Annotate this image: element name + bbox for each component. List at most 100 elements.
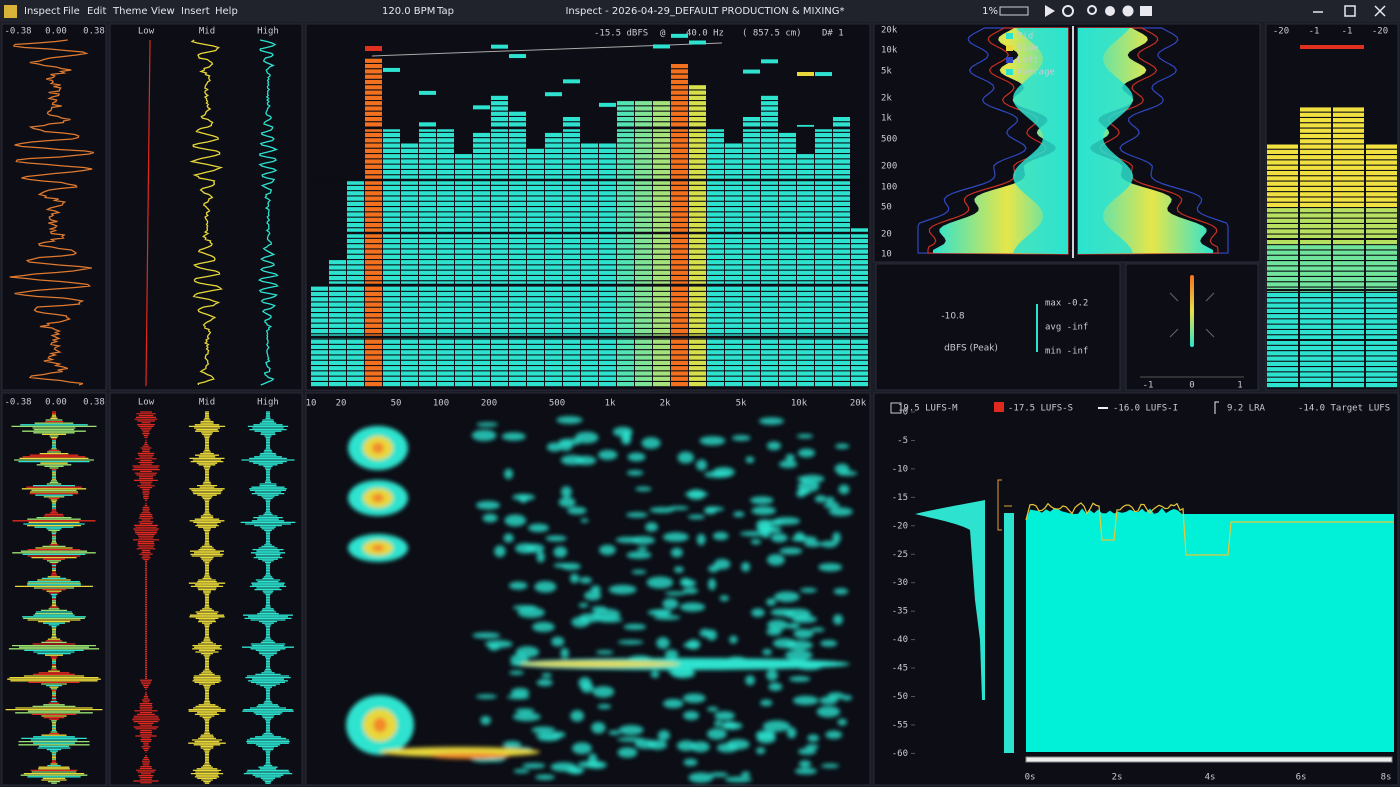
spectrum-cell [779, 164, 796, 169]
menu-item[interactable]: Edit [87, 6, 106, 17]
layout-button[interactable] [1140, 6, 1152, 16]
settings-button[interactable] [1105, 6, 1115, 16]
maximize-button[interactable] [1344, 5, 1356, 17]
meter-cell [1366, 383, 1397, 388]
spectrum-cell [707, 185, 724, 191]
spectrogram-blob [532, 621, 555, 632]
spectrum-cell [437, 249, 454, 254]
spectrogram-blob [798, 488, 810, 496]
spectrum-cell [761, 191, 778, 196]
spectrum-cell [401, 170, 418, 175]
spectrogram-blob [597, 704, 612, 709]
frequency-label: 200 [881, 162, 897, 172]
spectrogram-blob [580, 518, 589, 523]
play-button[interactable] [1045, 5, 1055, 17]
meter-cell [1300, 266, 1331, 271]
scale-label: 0.38 [83, 398, 105, 408]
spectrum-cell [527, 313, 544, 318]
loop-button[interactable] [1062, 5, 1074, 17]
spectrum-cell [725, 191, 742, 196]
spectrum-cell [527, 201, 544, 206]
menu-item[interactable]: Insert [181, 6, 210, 17]
spectrum-cell [797, 212, 814, 217]
meter-cell [1300, 144, 1331, 149]
spectrum-cell [347, 201, 364, 206]
spectrum-cell [815, 191, 832, 196]
legend-swatch [1006, 69, 1013, 75]
spectrum-cell [815, 217, 832, 222]
spectrum-cell [509, 366, 526, 371]
spectrum-cell [617, 175, 634, 180]
spectrum-cell [635, 371, 652, 376]
peak-stat: min -inf [1045, 347, 1088, 357]
spectrum-cell [833, 276, 850, 281]
menu-item[interactable]: Theme [112, 6, 148, 17]
spectrum-cell [671, 260, 688, 265]
menu-item[interactable]: View [151, 6, 175, 17]
menu-item[interactable]: Help [215, 6, 238, 17]
spectrum-cell [581, 154, 598, 159]
spectrum-cell [419, 382, 436, 387]
spectrum-cell [455, 212, 472, 217]
spectrum-cell [545, 196, 562, 201]
spectrogram-blob [677, 451, 694, 464]
spectrum-cell [599, 260, 616, 265]
band-label: High [257, 398, 279, 408]
spectrogram-blob [553, 563, 570, 568]
spectrum-cell [617, 217, 634, 222]
spectrum-cell [347, 371, 364, 376]
spectrum-cell [635, 376, 652, 381]
theme-button[interactable] [1122, 5, 1134, 17]
spectrum-cell [743, 185, 760, 191]
legend-icon [890, 402, 902, 414]
menu-item[interactable]: Inspect [24, 6, 60, 17]
spectrum-cell [419, 207, 436, 212]
bpm[interactable]: 120.0 BPM [382, 6, 435, 17]
spectrum-cell [653, 127, 670, 132]
lufs-label: -15 [892, 493, 908, 503]
tap-button[interactable]: Tap [436, 6, 454, 17]
spectrogram-blob [480, 715, 492, 725]
spectrum-cell [689, 175, 706, 180]
close-button[interactable] [1374, 5, 1386, 17]
spectrum-cell [563, 265, 580, 270]
spectrogram-blob [595, 650, 614, 655]
meter-cell [1333, 330, 1364, 335]
spectrum-cell [725, 366, 742, 371]
spectrum-cell [707, 217, 724, 222]
spectrum-cell [833, 228, 850, 233]
spectrum-cell [599, 323, 616, 328]
spectrum-cell [401, 323, 418, 328]
meter-cell [1333, 324, 1364, 329]
spectrogram-blob [664, 591, 686, 596]
spectrum-cell [617, 238, 634, 244]
spectrum-cell [509, 196, 526, 201]
spectrum-cell [383, 360, 400, 365]
meter-cell [1333, 213, 1364, 218]
spectrum-cell [455, 371, 472, 376]
spectrum-cell [419, 159, 436, 164]
spectrum-cell [761, 265, 778, 270]
meter-cell [1366, 356, 1397, 361]
spectrum-cell [851, 260, 868, 265]
spectrogram-blob [807, 734, 820, 742]
spectrum-cell [401, 344, 418, 350]
peak-hold [797, 72, 814, 76]
search-button[interactable] [1087, 5, 1097, 15]
meter-cell [1267, 234, 1298, 239]
spectrum-cell [617, 281, 634, 286]
spectrum-cell [707, 207, 724, 212]
spectrum-cell [617, 185, 634, 191]
spectrogram-blob [608, 584, 637, 595]
spectrum-cell [401, 382, 418, 387]
meter-label: -1 [1309, 27, 1320, 37]
spectrum-cell [671, 164, 688, 169]
spectrum-cell [617, 286, 634, 291]
spectrogram-blob [741, 562, 751, 572]
spectrum-cell [563, 196, 580, 201]
menu-item[interactable]: File [63, 6, 80, 17]
spectrum-cell [725, 302, 742, 307]
spectrum-cell [581, 196, 598, 201]
spectrum-cell [509, 276, 526, 281]
spectrum-cell [743, 323, 760, 328]
